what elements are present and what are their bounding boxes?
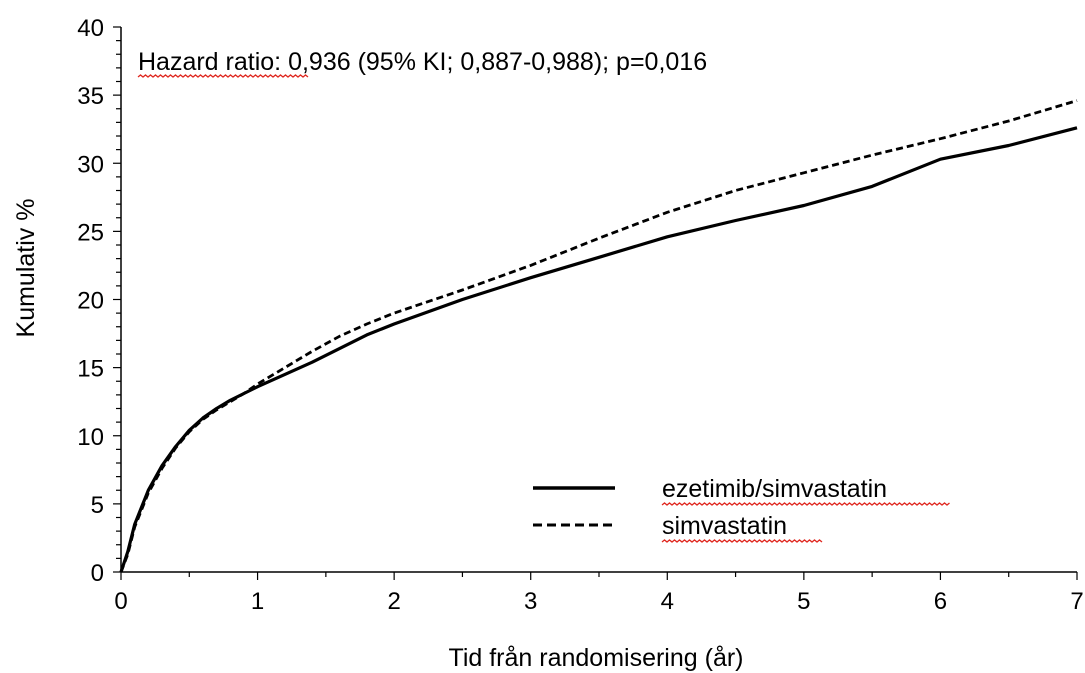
y-tick-label: 20 bbox=[77, 288, 104, 315]
x-tick-label: 5 bbox=[797, 588, 810, 615]
series-lines bbox=[119, 99, 1078, 573]
y-tick-label: 30 bbox=[77, 151, 104, 178]
y-tick-label: 5 bbox=[91, 492, 104, 519]
series-line-simvastatin bbox=[119, 99, 1078, 573]
x-tick-label: 0 bbox=[114, 588, 127, 615]
x-tick-label: 4 bbox=[661, 588, 674, 615]
y-tick-label: 35 bbox=[77, 83, 104, 110]
legend-label-ezetimib: ezetimib/simvastatin bbox=[662, 475, 887, 503]
x-tick-label: 6 bbox=[934, 588, 947, 615]
spellcheck-underline bbox=[661, 502, 950, 506]
y-tick-label: 15 bbox=[77, 356, 104, 383]
x-axis-title: Tid från randomisering (år) bbox=[448, 644, 743, 672]
x-tick-label: 1 bbox=[251, 588, 264, 615]
spellcheck-underline bbox=[137, 74, 309, 78]
series-line-ezetimib-simvastatin bbox=[119, 126, 1078, 573]
spellcheck-underline bbox=[661, 539, 823, 543]
axes bbox=[120, 27, 1077, 573]
x-tick-label: 2 bbox=[387, 588, 400, 615]
legend-label-simvastatin: simvastatin bbox=[662, 512, 787, 540]
x-tick-label: 7 bbox=[1070, 588, 1083, 615]
hazard-ratio-value: : 0,936 (95% KI; 0,887-0,988); p=0,016 bbox=[274, 48, 707, 76]
y-tick-label: 10 bbox=[77, 424, 104, 451]
y-tick-label: 0 bbox=[91, 560, 104, 587]
ticks bbox=[113, 26, 1078, 580]
y-tick-label: 25 bbox=[77, 219, 104, 246]
hazard-ratio-label: Hazard ratio bbox=[138, 48, 274, 76]
y-tick-label: 40 bbox=[77, 15, 104, 42]
y-axis-title: Kumulativ % bbox=[12, 199, 40, 338]
tick-labels: 0 1 2 3 4 5 6 7 0 5 10 15 20 25 30 35 40 bbox=[77, 15, 1083, 615]
legend: ezetimib/simvastatin simvastatin bbox=[533, 475, 950, 543]
x-tick-label: 3 bbox=[524, 588, 537, 615]
hazard-ratio-annotation: Hazard ratio: 0,936 (95% KI; 0,887-0,988… bbox=[138, 48, 707, 76]
